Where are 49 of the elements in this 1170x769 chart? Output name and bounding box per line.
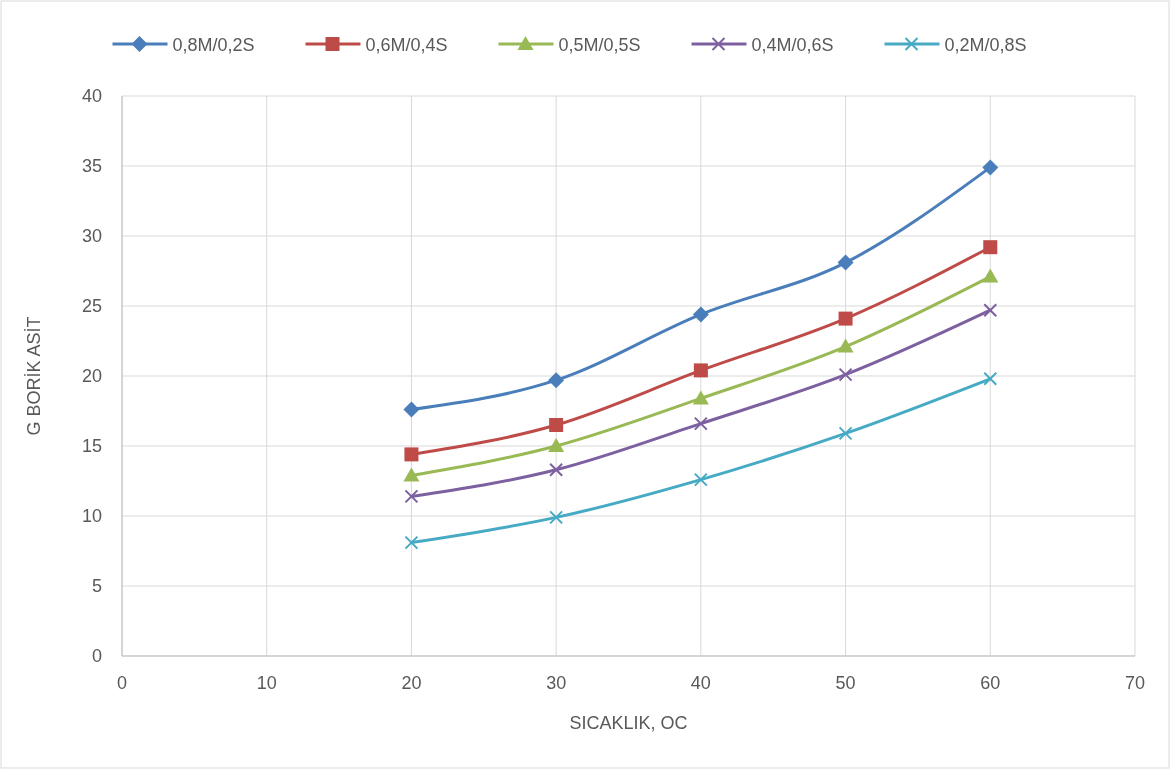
y-tick-label: 25 (81, 296, 102, 316)
y-tick-label: 0 (91, 646, 102, 666)
point (404, 489, 419, 504)
point (838, 311, 853, 326)
x-tick-label: 10 (256, 673, 277, 693)
point (693, 472, 708, 487)
x-tick-label: 0 (116, 673, 128, 693)
point (692, 306, 709, 323)
point (548, 372, 565, 389)
point (549, 510, 564, 525)
x-tick-label: 30 (546, 673, 567, 693)
y-tick-label: 30 (81, 226, 102, 246)
legend-label: 0,2M/0,8S (944, 35, 1027, 55)
point (983, 240, 998, 255)
y-tick-label: 15 (81, 436, 102, 456)
x-tick-label: 60 (980, 673, 1001, 693)
point (692, 390, 709, 405)
point (983, 371, 998, 386)
point (837, 338, 854, 353)
point (838, 367, 853, 382)
y-tick-label: 5 (91, 576, 102, 596)
point (693, 416, 708, 431)
x-tick-label: 20 (401, 673, 422, 693)
x-tick-label: 40 (690, 673, 711, 693)
y-tick-label: 20 (81, 366, 102, 386)
legend-label: 0,5M/0,5S (558, 35, 641, 55)
point (549, 462, 564, 477)
y-axis-title: G BORİK ASİT (24, 316, 44, 436)
legend-label: 0,8M/0,2S (172, 35, 255, 55)
x-tick-label: 70 (1124, 673, 1146, 693)
point (403, 467, 420, 482)
point (983, 303, 998, 318)
point (404, 447, 419, 462)
point (982, 159, 999, 176)
y-tick-label: 40 (81, 86, 102, 106)
point (403, 401, 420, 418)
point (549, 418, 564, 432)
point (982, 268, 999, 283)
y-tick-label: 10 (81, 506, 102, 526)
point (693, 363, 708, 378)
x-axis-title: SICAKLIK, OC (569, 713, 688, 733)
point (838, 426, 853, 441)
x-tick-label: 50 (835, 673, 856, 693)
y-tick-label: 35 (81, 156, 102, 176)
point (548, 438, 565, 452)
legend-label: 0,4M/0,6S (751, 35, 834, 55)
point (404, 535, 419, 550)
point (837, 254, 854, 271)
legend-label: 0,6M/0,4S (365, 35, 448, 55)
